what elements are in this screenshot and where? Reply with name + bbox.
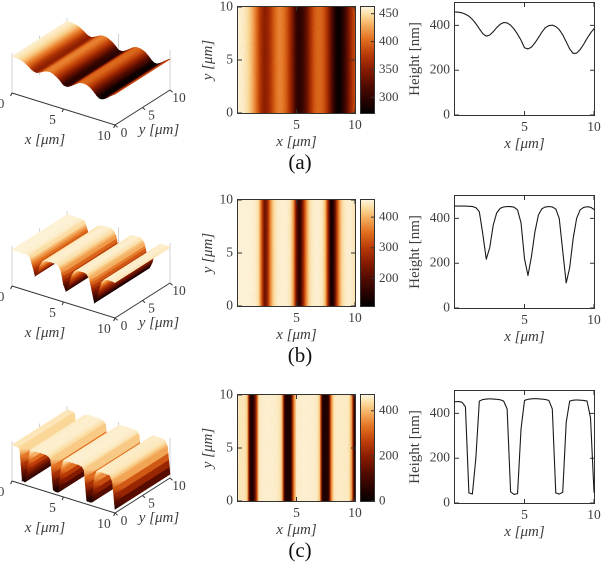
surface3d-panel-a (0, 0, 200, 160)
figure-row-b: (b) (0, 193, 601, 386)
caption-c: (c) (288, 538, 312, 562)
heatmap-panel-a (200, 0, 400, 160)
figure-row-c: (c) (0, 388, 601, 581)
height-profile-panel-c (400, 388, 601, 548)
surface3d-panel-c (0, 388, 200, 548)
surface3d-panel-b (0, 193, 200, 353)
heatmap-panel-b (200, 193, 400, 353)
caption-a: (a) (288, 150, 312, 174)
figure-row-a: (a) (0, 0, 601, 193)
caption-b: (b) (287, 343, 313, 367)
height-profile-panel-a (400, 0, 601, 160)
height-profile-panel-b (400, 193, 601, 353)
heatmap-panel-c (200, 388, 400, 548)
